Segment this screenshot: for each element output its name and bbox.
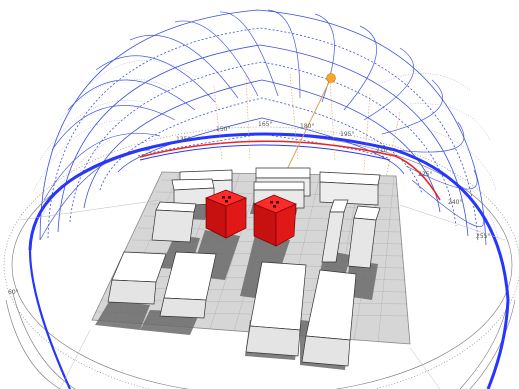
context-building	[245, 261, 307, 357]
horizon-line-blue-left	[28, 249, 72, 389]
target-building-right[interactable]	[253, 194, 297, 247]
context-building	[159, 251, 217, 319]
azimuth-label: 135°	[176, 136, 190, 143]
sun-rays	[213, 73, 401, 183]
context-building	[319, 171, 381, 206]
azimuth-label: 180°	[300, 123, 314, 130]
sun-icon[interactable]	[326, 73, 336, 83]
context-building	[151, 201, 197, 243]
context-building	[347, 205, 381, 269]
context-building	[301, 269, 357, 367]
azimuth-label: 210°	[376, 147, 390, 154]
azimuth-label: 240°	[448, 199, 462, 206]
azimuth-label: 60°	[8, 289, 19, 296]
analemma-lines	[33, 60, 499, 241]
azimuth-label: 165°	[258, 121, 272, 128]
context-building	[107, 251, 167, 305]
azimuth-label: 255°	[476, 233, 490, 240]
horizon-line-blue-inner	[139, 144, 391, 161]
azimuth-labels: 135° 150° 165° 180° 195° 210° 225° 240° …	[8, 121, 490, 296]
context-building	[321, 199, 349, 263]
target-building-left[interactable]	[205, 189, 247, 239]
azimuth-label: 225°	[418, 171, 432, 178]
context-buildings	[107, 167, 381, 367]
horizon-line-blue	[28, 132, 510, 389]
azimuth-label: 195°	[340, 131, 354, 138]
site-context-lines	[19, 199, 506, 389]
azimuth-label: 150°	[216, 126, 230, 133]
horizon-line-red	[139, 140, 441, 201]
